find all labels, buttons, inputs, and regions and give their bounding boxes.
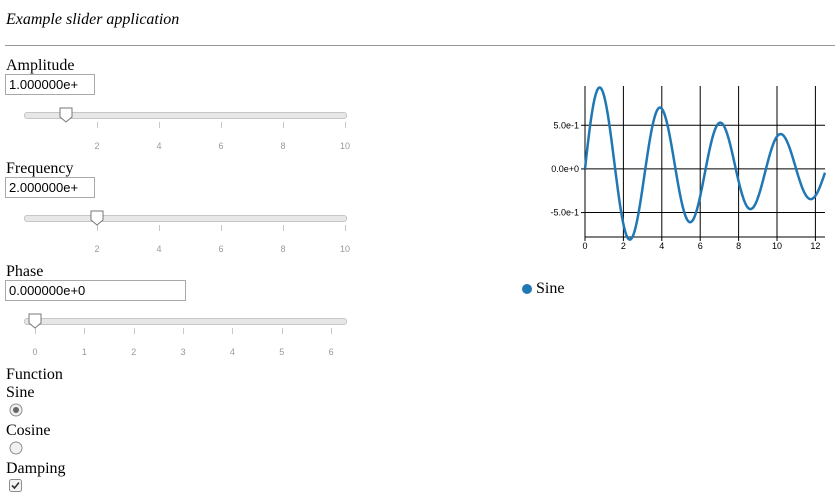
amplitude-slider-track[interactable] (24, 112, 347, 119)
amplitude-slider-tick-label: 4 (156, 141, 162, 151)
radio-cosine[interactable] (9, 441, 23, 455)
frequency-slider-tick (159, 225, 160, 231)
amplitude-label: Amplitude (6, 57, 75, 74)
frequency-slider-handle[interactable] (90, 210, 104, 226)
damping-label: Damping (6, 460, 66, 477)
phase-label: Phase (6, 263, 44, 280)
sine-chart: 5.0e-1 0.0e+0 -5.0e-1 0 2 4 6 8 10 12 (550, 86, 827, 251)
phase-slider-tick-label: 6 (328, 347, 334, 357)
amplitude-slider-tick-label: 10 (339, 141, 351, 151)
chart-y-tick-label: -5.0e-1 (550, 208, 579, 218)
legend-marker (522, 284, 532, 294)
phase-slider-tick-label: 4 (229, 347, 235, 357)
radio-sine[interactable] (9, 403, 23, 417)
phase-slider[interactable]: 0 1 2 3 4 5 6 (0, 306, 360, 361)
app-title: Example slider application (6, 11, 180, 28)
function-label: Function (6, 366, 63, 383)
chart-y-tick-label: 0.0e+0 (551, 164, 579, 174)
phase-slider-tick (232, 328, 234, 334)
damping-checkbox[interactable] (9, 479, 22, 492)
chart-x-tick-label: 10 (772, 241, 782, 251)
frequency-slider[interactable]: 2 4 6 8 10 (0, 203, 360, 258)
phase-slider-tick (84, 328, 86, 334)
frequency-slider-tick (221, 225, 222, 231)
chart-x-tick-label: 4 (659, 241, 664, 251)
phase-slider-tick (331, 328, 333, 334)
phase-slider-tick-label: 0 (32, 347, 38, 357)
amplitude-slider-tick-label: 8 (280, 141, 286, 151)
phase-input[interactable]: 0.000000e+0 (5, 280, 186, 301)
amplitude-slider-tick-label: 6 (218, 141, 224, 151)
frequency-slider-tick-label: 6 (218, 244, 224, 254)
phase-slider-tick-label: 3 (180, 347, 186, 357)
frequency-label: Frequency (6, 160, 74, 177)
frequency-input[interactable]: 2.000000e+ (5, 177, 95, 198)
chart-series-line (583, 86, 827, 241)
legend-label: Sine (536, 280, 565, 297)
amplitude-slider-tick (97, 122, 98, 128)
phase-slider-track[interactable] (24, 318, 347, 325)
phase-slider-tick-label: 2 (131, 347, 137, 357)
chart-y-tick-label: 5.0e-1 (553, 120, 579, 130)
chart-x-tick-label: 6 (698, 241, 703, 251)
phase-slider-tick-label: 5 (279, 347, 285, 357)
amplitude-slider-tick-label: 2 (94, 141, 100, 151)
phase-slider-handle[interactable] (28, 313, 42, 329)
frequency-slider-tick-label: 8 (280, 244, 286, 254)
amplitude-input[interactable]: 1.000000e+ (5, 74, 95, 95)
amplitude-slider-tick (345, 122, 346, 128)
amplitude-slider-tick (283, 122, 284, 128)
amplitude-slider-tick (159, 122, 160, 128)
frequency-slider-tick (345, 225, 346, 231)
header-divider (5, 45, 835, 46)
frequency-slider-tick-label: 2 (94, 244, 100, 254)
amplitude-slider-handle[interactable] (59, 107, 73, 123)
phase-slider-tick (35, 328, 36, 334)
chart-x-tick-label: 0 (582, 241, 587, 251)
amplitude-slider-tick (221, 122, 222, 128)
radio-sine-label: Sine (6, 384, 35, 401)
phase-slider-tick (183, 328, 185, 334)
chart-x-tick-label: 2 (621, 241, 626, 251)
phase-slider-tick-label: 1 (81, 347, 87, 357)
phase-slider-tick (133, 328, 135, 334)
frequency-slider-tick-label: 4 (156, 244, 162, 254)
amplitude-slider[interactable]: 2 4 6 8 10 (0, 100, 360, 155)
frequency-slider-tick (283, 225, 284, 231)
chart-x-tick-label: 8 (736, 241, 741, 251)
frequency-slider-tick-label: 10 (339, 244, 351, 254)
phase-slider-tick (281, 328, 283, 334)
radio-cosine-label: Cosine (6, 422, 51, 439)
frequency-slider-track[interactable] (24, 215, 347, 222)
chart-x-tick-label: 12 (810, 241, 820, 251)
frequency-slider-tick (97, 225, 98, 231)
